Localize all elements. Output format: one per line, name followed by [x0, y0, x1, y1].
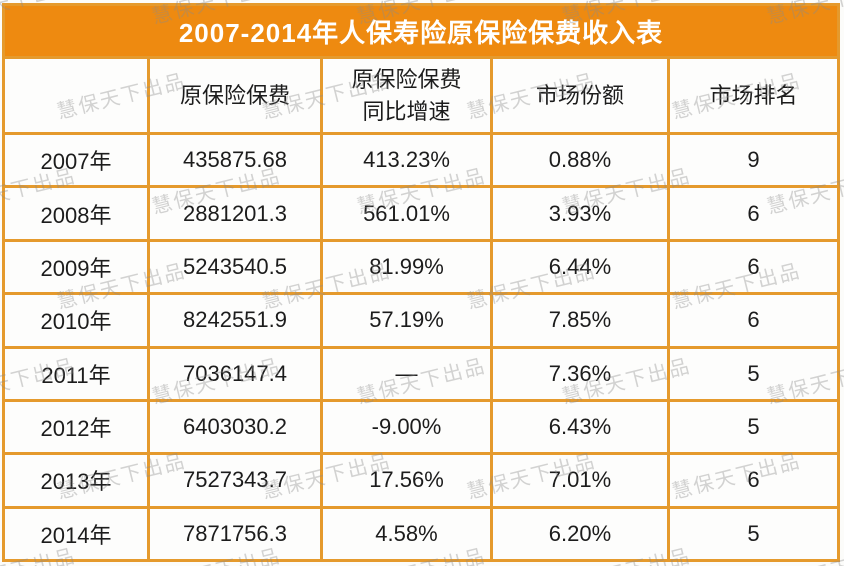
- table-title: 2007-2014年人保寿险原保险保费收入表: [5, 6, 837, 56]
- table-cell-growth: 413.23%: [323, 135, 490, 186]
- table-cell-growth: 4.58%: [323, 508, 490, 559]
- table-cell-premium: 2881201.3: [150, 188, 320, 239]
- table-cell-year: 2007年: [5, 135, 147, 186]
- table-cell-share: 6.20%: [493, 508, 667, 559]
- table-grid: 2007-2014年人保寿险原保险保费收入表 原保险保费 原保险保费 同比增速 …: [5, 6, 837, 559]
- table-cell-growth: 81.99%: [323, 241, 490, 293]
- table-cell-year: 2009年: [5, 241, 147, 293]
- table-cell-share: 7.85%: [493, 295, 667, 346]
- table-cell-growth: —: [323, 348, 490, 399]
- column-header-year: [5, 59, 147, 132]
- table-cell-rank: 6: [670, 241, 837, 293]
- table-cell-year: 2010年: [5, 295, 147, 346]
- table-cell-premium: 7527343.7: [150, 455, 320, 506]
- table-cell-share: 6.43%: [493, 401, 667, 453]
- table-cell-share: 7.01%: [493, 455, 667, 506]
- column-header-rank: 市场排名: [670, 59, 837, 132]
- table-cell-rank: 5: [670, 508, 837, 559]
- table-cell-growth: 57.19%: [323, 295, 490, 346]
- table-cell-premium: 6403030.2: [150, 401, 320, 453]
- table-cell-share: 6.44%: [493, 241, 667, 293]
- table-cell-rank: 6: [670, 188, 837, 239]
- table-cell-premium: 7871756.3: [150, 508, 320, 559]
- table-cell-year: 2014年: [5, 508, 147, 559]
- column-header-growth: 原保险保费 同比增速: [323, 59, 490, 132]
- table-cell-growth: 561.01%: [323, 188, 490, 239]
- table-cell-rank: 9: [670, 135, 837, 186]
- table-cell-premium: 5243540.5: [150, 241, 320, 293]
- table-cell-year: 2013年: [5, 455, 147, 506]
- table-cell-year: 2012年: [5, 401, 147, 453]
- column-header-premium: 原保险保费: [150, 59, 320, 132]
- table-cell-rank: 6: [670, 455, 837, 506]
- table-cell-rank: 5: [670, 348, 837, 399]
- table-cell-share: 3.93%: [493, 188, 667, 239]
- table-cell-premium: 7036147.4: [150, 348, 320, 399]
- premium-income-table: 2007-2014年人保寿险原保险保费收入表 原保险保费 原保险保费 同比增速 …: [2, 3, 840, 562]
- table-cell-premium: 435875.68: [150, 135, 320, 186]
- column-header-share: 市场份额: [493, 59, 667, 132]
- table-cell-premium: 8242551.9: [150, 295, 320, 346]
- table-cell-year: 2011年: [5, 348, 147, 399]
- table-cell-growth: 17.56%: [323, 455, 490, 506]
- table-cell-rank: 5: [670, 401, 837, 453]
- table-cell-share: 7.36%: [493, 348, 667, 399]
- table-cell-year: 2008年: [5, 188, 147, 239]
- table-cell-share: 0.88%: [493, 135, 667, 186]
- table-cell-rank: 6: [670, 295, 837, 346]
- table-cell-growth: -9.00%: [323, 401, 490, 453]
